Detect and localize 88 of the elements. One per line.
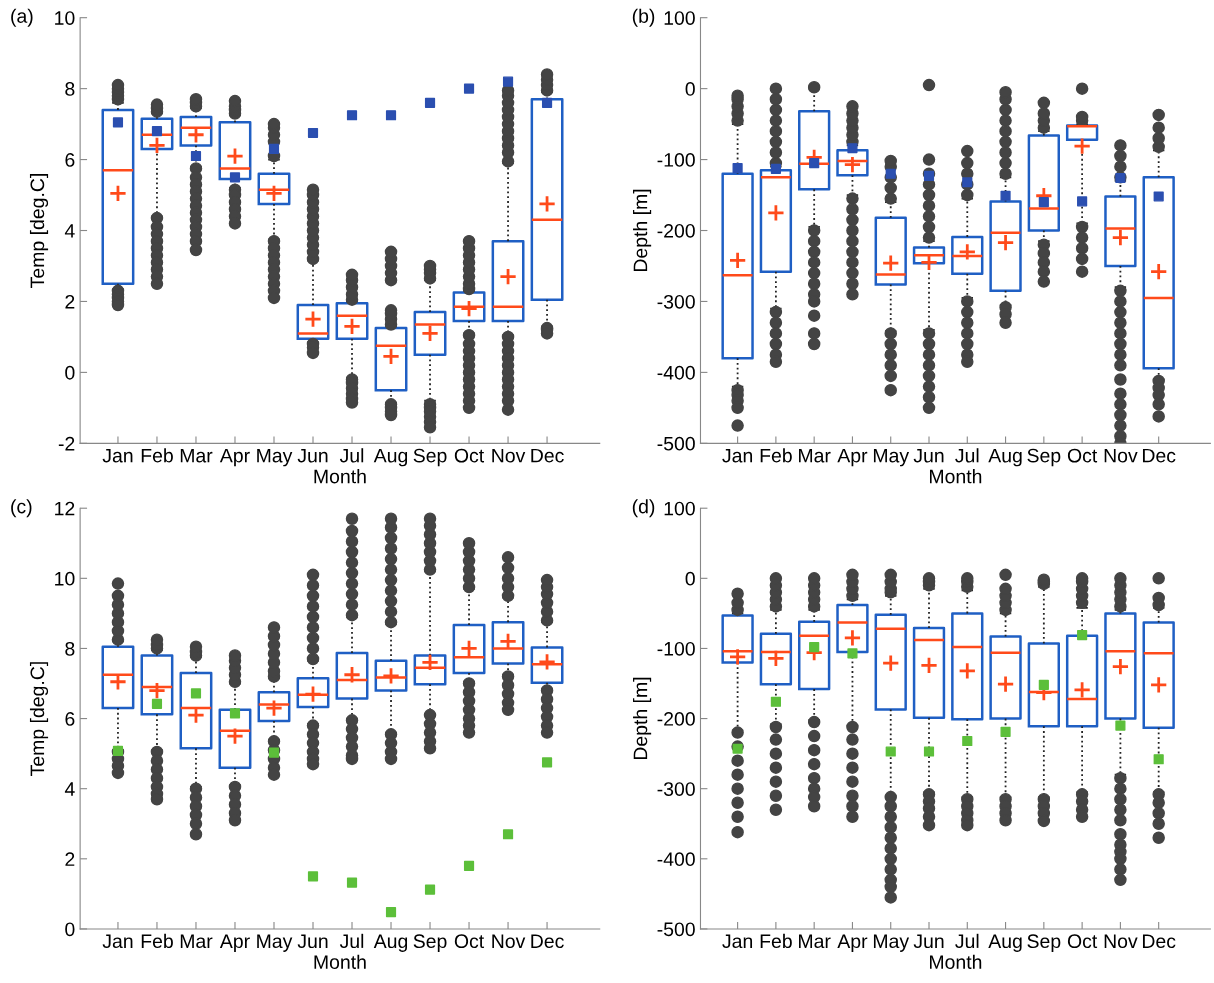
- text: (c): [11, 499, 32, 518]
- x-tick-label: Sep: [413, 934, 447, 952]
- x-tick-label: Nov: [492, 448, 526, 463]
- y-tick-label: -400: [657, 365, 695, 380]
- x-tick-label: Mar: [180, 448, 213, 463]
- x-tick-label: Oct: [454, 448, 485, 463]
- y-tick-label: 8: [65, 82, 75, 96]
- x-tick-label: Dec: [531, 934, 564, 949]
- y-tick-label: -300: [657, 294, 695, 309]
- y-tick-label: -500: [657, 922, 695, 937]
- x-tick-label: Nov: [492, 934, 526, 949]
- x-tick-label: May: [257, 934, 293, 952]
- y-tick-label: 10: [55, 571, 75, 586]
- x-tick-label: Feb: [760, 933, 792, 949]
- y-tick-label: -100: [657, 641, 695, 656]
- x-tick-label: Mar: [180, 934, 213, 949]
- x-tick-label: Aug: [373, 448, 408, 467]
- x-tick-label: Dec: [1142, 448, 1176, 463]
- x-tick-label: Mar: [799, 448, 831, 463]
- y-tick-label: 10: [55, 11, 75, 25]
- y-tick-label: 100: [664, 11, 695, 25]
- y-axis-title: Depth [m]: [633, 189, 652, 272]
- y-tick-label: -200: [657, 712, 695, 726]
- x-tick-label: Feb: [141, 448, 173, 463]
- x-tick-label: Jul: [955, 448, 979, 463]
- x-tick-label: Apr: [837, 448, 868, 467]
- x-tick-label: Apr: [219, 934, 250, 952]
- x-tick-label: Feb: [760, 448, 792, 463]
- y-axis-title: Temp [deg.C]: [29, 662, 49, 776]
- x-tick-label: Oct: [1067, 448, 1098, 463]
- x-tick-label: Aug: [988, 934, 1022, 952]
- x-tick-label: Sep: [1027, 934, 1061, 952]
- x-tick-label: May: [873, 448, 910, 467]
- x-tick-label: Feb: [141, 933, 173, 949]
- x-tick-label: Oct: [1067, 934, 1098, 949]
- y-tick-label: 8: [65, 641, 75, 656]
- y-tick-label: 100: [664, 501, 695, 516]
- x-axis-title: Month: [314, 469, 366, 484]
- y-tick-label: 0: [685, 571, 695, 586]
- x-tick-label: Jun: [913, 448, 944, 463]
- x-tick-label: Apr: [219, 448, 250, 467]
- x-tick-label: Jun: [297, 934, 328, 949]
- y-axis-title: Temp [deg.C]: [29, 174, 49, 288]
- text: (b): [632, 8, 655, 27]
- x-tick-label: Nov: [1104, 448, 1138, 463]
- x-tick-label: Jul: [339, 448, 364, 463]
- x-tick-label: May: [257, 448, 293, 467]
- y-tick-label: 0: [65, 922, 75, 937]
- x-tick-label: Nov: [1104, 934, 1138, 949]
- x-tick-label: Sep: [1027, 448, 1061, 467]
- y-tick-label: -300: [657, 782, 695, 796]
- x-axis-title: Month: [314, 954, 366, 969]
- text: (d): [632, 499, 655, 518]
- y-tick-label: 2: [65, 294, 75, 309]
- x-tick-label: Jun: [297, 448, 328, 463]
- x-tick-label: Sep: [413, 448, 447, 467]
- x-tick-label: Jan: [722, 934, 753, 949]
- y-tick-label: -500: [657, 436, 695, 451]
- y-tick-label: 6: [65, 153, 75, 167]
- y-tick-label: -2: [58, 436, 75, 451]
- y-tick-label: 12: [55, 501, 75, 516]
- y-tick-label: 0: [65, 365, 75, 380]
- x-axis-title: Month: [929, 469, 982, 484]
- y-tick-label: 0: [685, 82, 695, 96]
- x-tick-label: Aug: [988, 448, 1022, 467]
- x-tick-label: Jun: [913, 934, 944, 949]
- x-tick-label: Jul: [955, 933, 979, 949]
- y-tick-label: 4: [64, 782, 75, 796]
- y-tick-label: -100: [657, 153, 695, 167]
- x-tick-label: Dec: [531, 448, 564, 463]
- x-tick-label: Jul: [339, 933, 364, 949]
- x-tick-label: Jan: [102, 448, 133, 463]
- x-tick-label: Dec: [1142, 934, 1176, 949]
- y-tick-label: 6: [65, 712, 75, 726]
- x-tick-label: Mar: [799, 934, 831, 949]
- x-axis-title: Month: [929, 954, 982, 969]
- x-tick-label: Aug: [373, 934, 408, 952]
- x-tick-label: Oct: [454, 934, 485, 949]
- y-tick-label: 2: [65, 852, 75, 866]
- y-tick-label: -200: [657, 223, 695, 238]
- x-tick-label: Apr: [837, 934, 868, 952]
- y-axis-title: Depth [m]: [633, 677, 652, 760]
- x-tick-label: Jan: [722, 448, 753, 463]
- text: (a): [11, 8, 33, 27]
- x-tick-label: May: [873, 934, 910, 952]
- y-tick-label: -400: [657, 852, 695, 867]
- x-tick-label: Jan: [102, 934, 133, 949]
- y-tick-label: 4: [64, 224, 75, 238]
